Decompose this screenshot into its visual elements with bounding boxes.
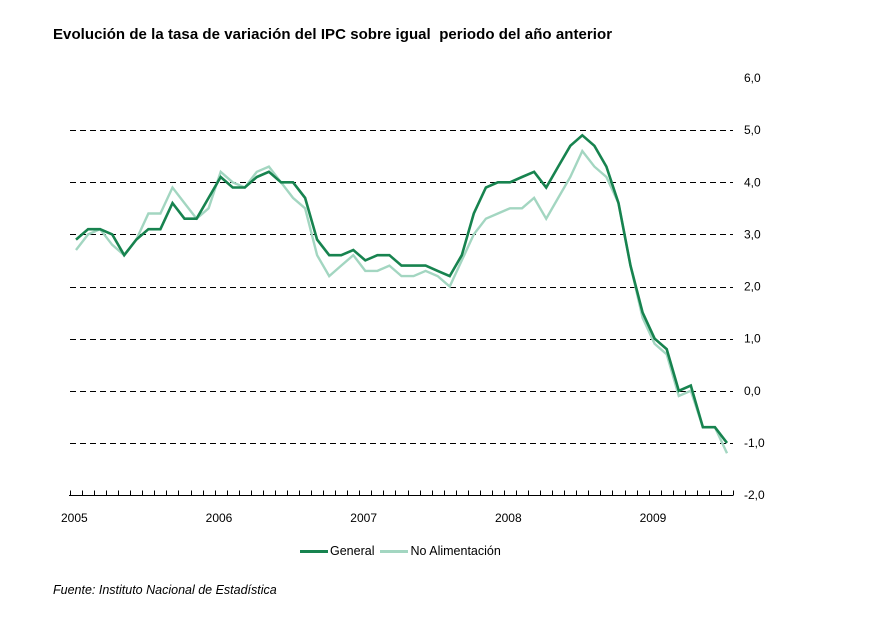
y-tick-label: 5,0: [744, 123, 761, 137]
legend-swatch-general: [300, 549, 328, 553]
y-tick-label: -1,0: [744, 436, 765, 450]
legend-item-no-alimentacion: No Alimentación: [380, 544, 501, 558]
y-tick-label: -2,0: [744, 488, 765, 502]
legend-swatch-no-alimentacion: [380, 549, 409, 553]
source-note: Fuente: Instituto Nacional de Estadístic…: [53, 583, 277, 597]
x-tick-label: 2007: [350, 511, 377, 525]
gridlines: [70, 130, 733, 444]
legend-label-no-alimentacion: No Alimentación: [410, 544, 501, 558]
y-tick-label: 0,0: [744, 384, 761, 398]
y-tick-label: 3,0: [744, 227, 761, 241]
series-line-general: [75, 133, 729, 444]
x-axis-labels: 2005 2006 2007 2008 2009: [61, 511, 667, 525]
series-line-no-alimentacion: [75, 148, 729, 454]
y-axis-labels: 6,0 5,0 4,0 3,0 2,0 1,0 0,0 -1,0 -2,0: [744, 71, 765, 502]
x-tick-label: 2005: [61, 511, 88, 525]
legend-label-general: General: [330, 544, 375, 558]
x-tick-label: 2008: [495, 511, 522, 525]
series-lines: [75, 133, 729, 454]
y-tick-label: 1,0: [744, 332, 761, 346]
y-tick-label: 6,0: [744, 71, 761, 85]
chart-title: Evolución de la tasa de variación del IP…: [53, 26, 613, 43]
y-tick-label: 2,0: [744, 280, 761, 294]
x-axis: [69, 490, 734, 496]
x-tick-label: 2006: [206, 511, 233, 525]
legend: General No Alimentación: [300, 544, 507, 558]
x-tick-label: 2009: [640, 511, 667, 525]
y-tick-label: 4,0: [744, 175, 761, 189]
legend-item-general: General: [300, 544, 374, 558]
